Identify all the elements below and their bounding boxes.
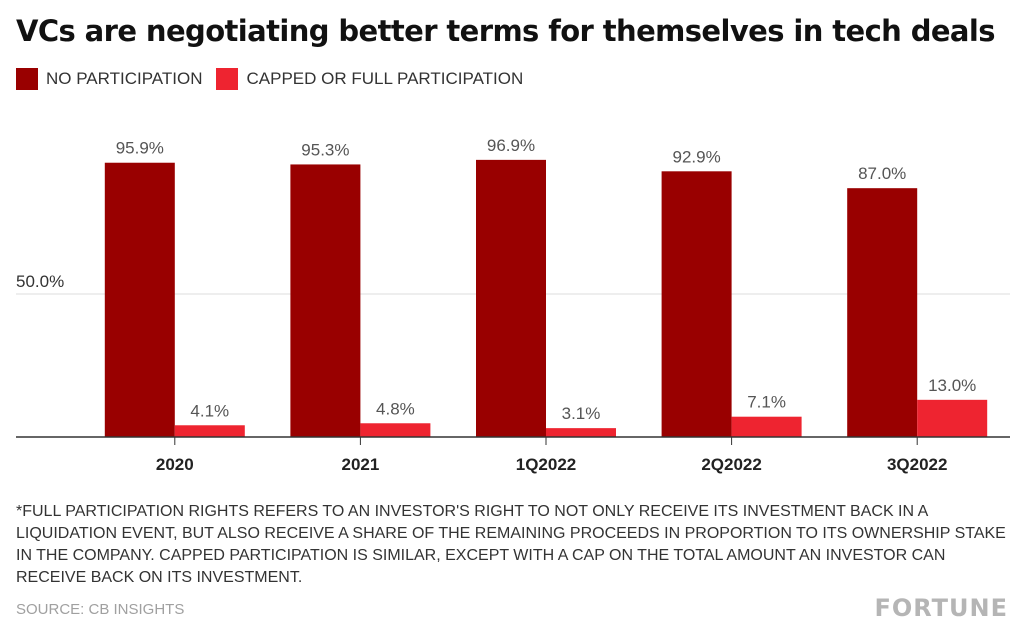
x-tick-label-2020: 2020 bbox=[156, 455, 194, 474]
data-label-capped-or-full-2021: 4.8% bbox=[376, 399, 415, 418]
legend-swatch-no-participation bbox=[16, 68, 38, 90]
data-label-capped-or-full-1Q2022: 3.1% bbox=[562, 404, 601, 423]
data-label-no-participation-2020: 95.9% bbox=[116, 139, 164, 158]
legend: NO PARTICIPATION CAPPED OR FULL PARTICIP… bbox=[16, 68, 537, 90]
data-label-no-participation-2021: 95.3% bbox=[301, 140, 349, 159]
y-tick-label-0: 50.0% bbox=[16, 272, 64, 291]
data-label-no-participation-2Q2022: 92.9% bbox=[672, 147, 720, 166]
bar-chart: 50.0% 95.9% 4.1% 2020 95.3% 4.8% 2021 96.9% 3.1%… bbox=[16, 136, 1010, 474]
bar-capped-or-full-2020 bbox=[174, 425, 245, 437]
data-label-no-participation-3Q2022: 87.0% bbox=[858, 164, 906, 183]
bar-capped-or-full-1Q2022 bbox=[546, 428, 616, 437]
legend-item-no-participation: NO PARTICIPATION bbox=[16, 68, 202, 90]
bar-no-participation-2021 bbox=[290, 164, 361, 437]
legend-item-capped-or-full: CAPPED OR FULL PARTICIPATION bbox=[216, 68, 523, 90]
data-label-capped-or-full-2020: 4.1% bbox=[190, 401, 229, 420]
source-note: SOURCE: CB INSIGHTS bbox=[16, 601, 185, 618]
brand-logo: FORTUNE bbox=[874, 594, 1008, 622]
x-tick-label-1Q2022: 1Q2022 bbox=[516, 455, 577, 474]
legend-swatch-capped-or-full bbox=[216, 68, 239, 90]
bar-no-participation-2020 bbox=[104, 162, 175, 437]
data-label-capped-or-full-3Q2022: 13.0% bbox=[928, 376, 976, 395]
x-tick-label-3Q2022: 3Q2022 bbox=[887, 455, 948, 474]
legend-label-capped-or-full: CAPPED OR FULL PARTICIPATION bbox=[246, 69, 524, 88]
x-tick-label-2021: 2021 bbox=[341, 455, 379, 474]
data-label-no-participation-1Q2022: 96.9% bbox=[487, 136, 535, 155]
data-label-capped-or-full-2Q2022: 7.1% bbox=[747, 393, 786, 412]
legend-label-no-participation: NO PARTICIPATION bbox=[46, 69, 203, 88]
x-tick-label-2Q2022: 2Q2022 bbox=[701, 455, 762, 474]
bar-no-participation-3Q2022 bbox=[847, 188, 918, 437]
bar-no-participation-2Q2022 bbox=[661, 171, 732, 437]
bar-capped-or-full-3Q2022 bbox=[917, 399, 988, 437]
footnote: *FULL PARTICIPATION RIGHTS REFERS TO AN … bbox=[16, 503, 1006, 586]
bar-capped-or-full-2021 bbox=[360, 423, 431, 437]
bar-no-participation-1Q2022 bbox=[476, 159, 546, 437]
chart-title: VCs are negotiating better terms for the… bbox=[16, 14, 996, 48]
bar-capped-or-full-2Q2022 bbox=[731, 416, 802, 437]
